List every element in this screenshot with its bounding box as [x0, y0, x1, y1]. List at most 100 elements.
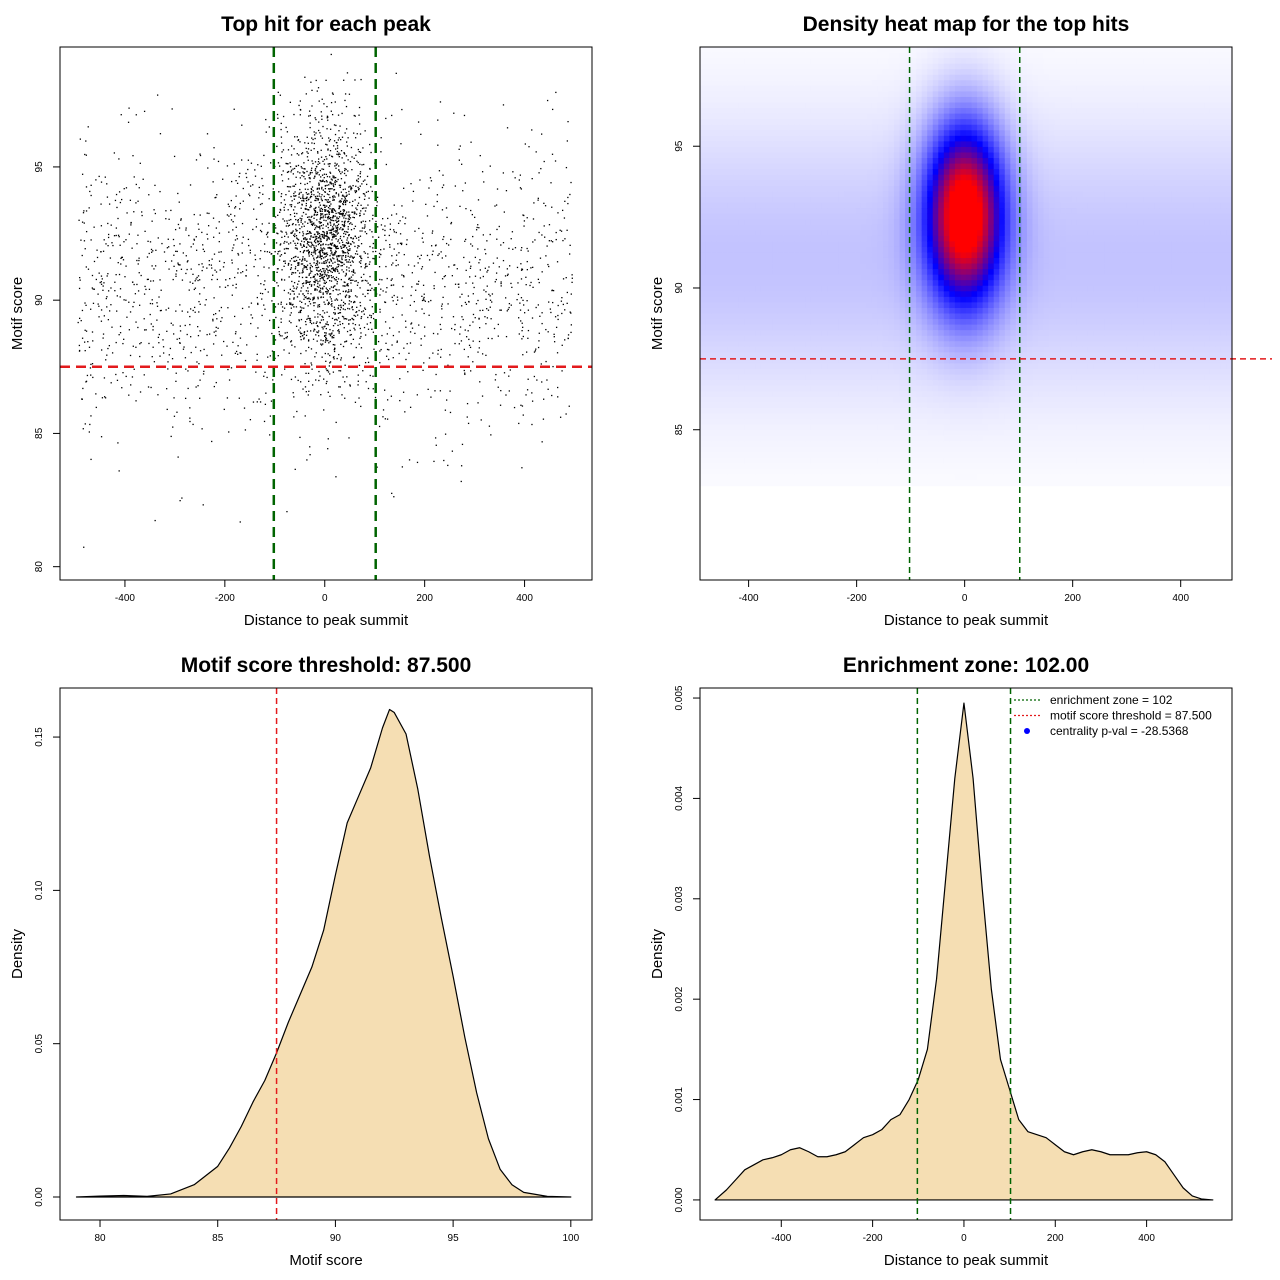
- scatter-point: [543, 160, 545, 163]
- scatter-point: [345, 318, 348, 320]
- scatter-point: [463, 348, 465, 351]
- scatter-point: [332, 184, 335, 186]
- scatter-point: [385, 342, 387, 344]
- heatmap-cell: [760, 374, 768, 381]
- scatter-point: [283, 289, 285, 292]
- heatmap-cell: [705, 430, 712, 437]
- scatter-point: [314, 168, 317, 170]
- heatmap-cell: [760, 291, 768, 298]
- scatter-point: [385, 291, 387, 293]
- heatmap-cell: [788, 108, 795, 115]
- scatter-point: [339, 386, 341, 388]
- heatmap-cell: [738, 180, 745, 187]
- scatter-point: [78, 344, 81, 347]
- heatmap-cell: [749, 463, 757, 470]
- scatter-point: [180, 268, 183, 270]
- heatmap-cell: [749, 363, 757, 370]
- scatter-point: [276, 232, 278, 234]
- scatter-point: [343, 246, 346, 248]
- scatter-point: [357, 380, 359, 382]
- scatter-point: [85, 186, 88, 188]
- scatter-point: [294, 206, 296, 208]
- scatter-point: [355, 346, 357, 349]
- scatter-point: [227, 284, 229, 287]
- scatter-point: [190, 246, 192, 248]
- scatter-point: [390, 279, 392, 281]
- scatter-point: [343, 201, 345, 204]
- heatmap-cell: [766, 47, 773, 54]
- scatter-point: [185, 229, 187, 231]
- heatmap-cell: [744, 52, 751, 59]
- scatter-point: [350, 222, 352, 224]
- heatmap-cell: [772, 357, 779, 365]
- heatmap-cell: [766, 241, 773, 248]
- scatter-point: [303, 249, 306, 252]
- heatmap-cell: [755, 363, 762, 370]
- scatter-point: [401, 297, 403, 299]
- heatmap-cell: [716, 152, 723, 159]
- scatter-point: [441, 209, 444, 211]
- heatmap-cell: [733, 435, 740, 442]
- scatter-point: [320, 291, 322, 293]
- heatmap-cell: [766, 141, 773, 148]
- scatter-point: [380, 224, 383, 226]
- heatmap-cell: [755, 174, 762, 181]
- scatter-point: [329, 222, 332, 224]
- scatter-point: [199, 350, 202, 352]
- heatmap-cell: [738, 313, 745, 320]
- scatter-point: [381, 218, 384, 220]
- heatmap-cell: [705, 396, 712, 403]
- scatter-point: [168, 246, 170, 248]
- heatmap-cell: [744, 158, 751, 165]
- scatter-point: [341, 239, 343, 241]
- scatter-point: [289, 101, 292, 103]
- scatter-point: [403, 253, 405, 256]
- scatter-point: [397, 222, 400, 225]
- scatter-point: [290, 232, 292, 234]
- scatter-point: [505, 297, 507, 299]
- heatmap-cell: [744, 257, 751, 265]
- scatter-point: [305, 233, 307, 235]
- scatter-point: [257, 327, 259, 329]
- scatter-point: [325, 255, 328, 257]
- heatmap-cell: [772, 163, 779, 170]
- heatmap-cell: [738, 430, 745, 437]
- heatmap-cell: [777, 346, 784, 353]
- scatter-point: [330, 229, 332, 232]
- scatter-point: [339, 321, 341, 323]
- scatter-point: [328, 165, 330, 167]
- heatmap-cell: [777, 402, 784, 409]
- scatter-point: [247, 181, 249, 183]
- scatter-point: [339, 312, 342, 314]
- scatter-point: [327, 247, 329, 249]
- scatter-point: [356, 208, 358, 211]
- scatter-point: [335, 235, 337, 237]
- heatmap-cell: [705, 219, 712, 226]
- scatter-point: [163, 251, 166, 253]
- heatmap-cell: [744, 319, 751, 326]
- scatter-point: [570, 324, 572, 326]
- scatter-point: [336, 227, 338, 230]
- scatter-point: [299, 182, 302, 185]
- heatmap-cell: [727, 141, 734, 148]
- scatter-point: [154, 519, 156, 522]
- heatmap-cell: [760, 69, 768, 76]
- scatter-point: [297, 256, 299, 259]
- scatter-point: [388, 234, 390, 237]
- scatter-point: [328, 302, 330, 305]
- scatter-point: [496, 238, 498, 240]
- heatmap-cell: [716, 202, 723, 209]
- scatter-point: [91, 287, 93, 289]
- scatter-point: [395, 213, 398, 215]
- scatter-point: [288, 320, 291, 322]
- scatter-point: [454, 264, 456, 266]
- heatmap-cell: [777, 435, 784, 442]
- heatmap-cell: [755, 74, 762, 81]
- scatter-point: [277, 285, 279, 287]
- y-axis-label: Motif score: [9, 277, 26, 350]
- scatter-point: [186, 261, 189, 263]
- heatmap-cell: [760, 185, 768, 192]
- scatter-point: [322, 224, 325, 226]
- heatmap-cell: [749, 63, 757, 70]
- scatter-point: [302, 270, 304, 272]
